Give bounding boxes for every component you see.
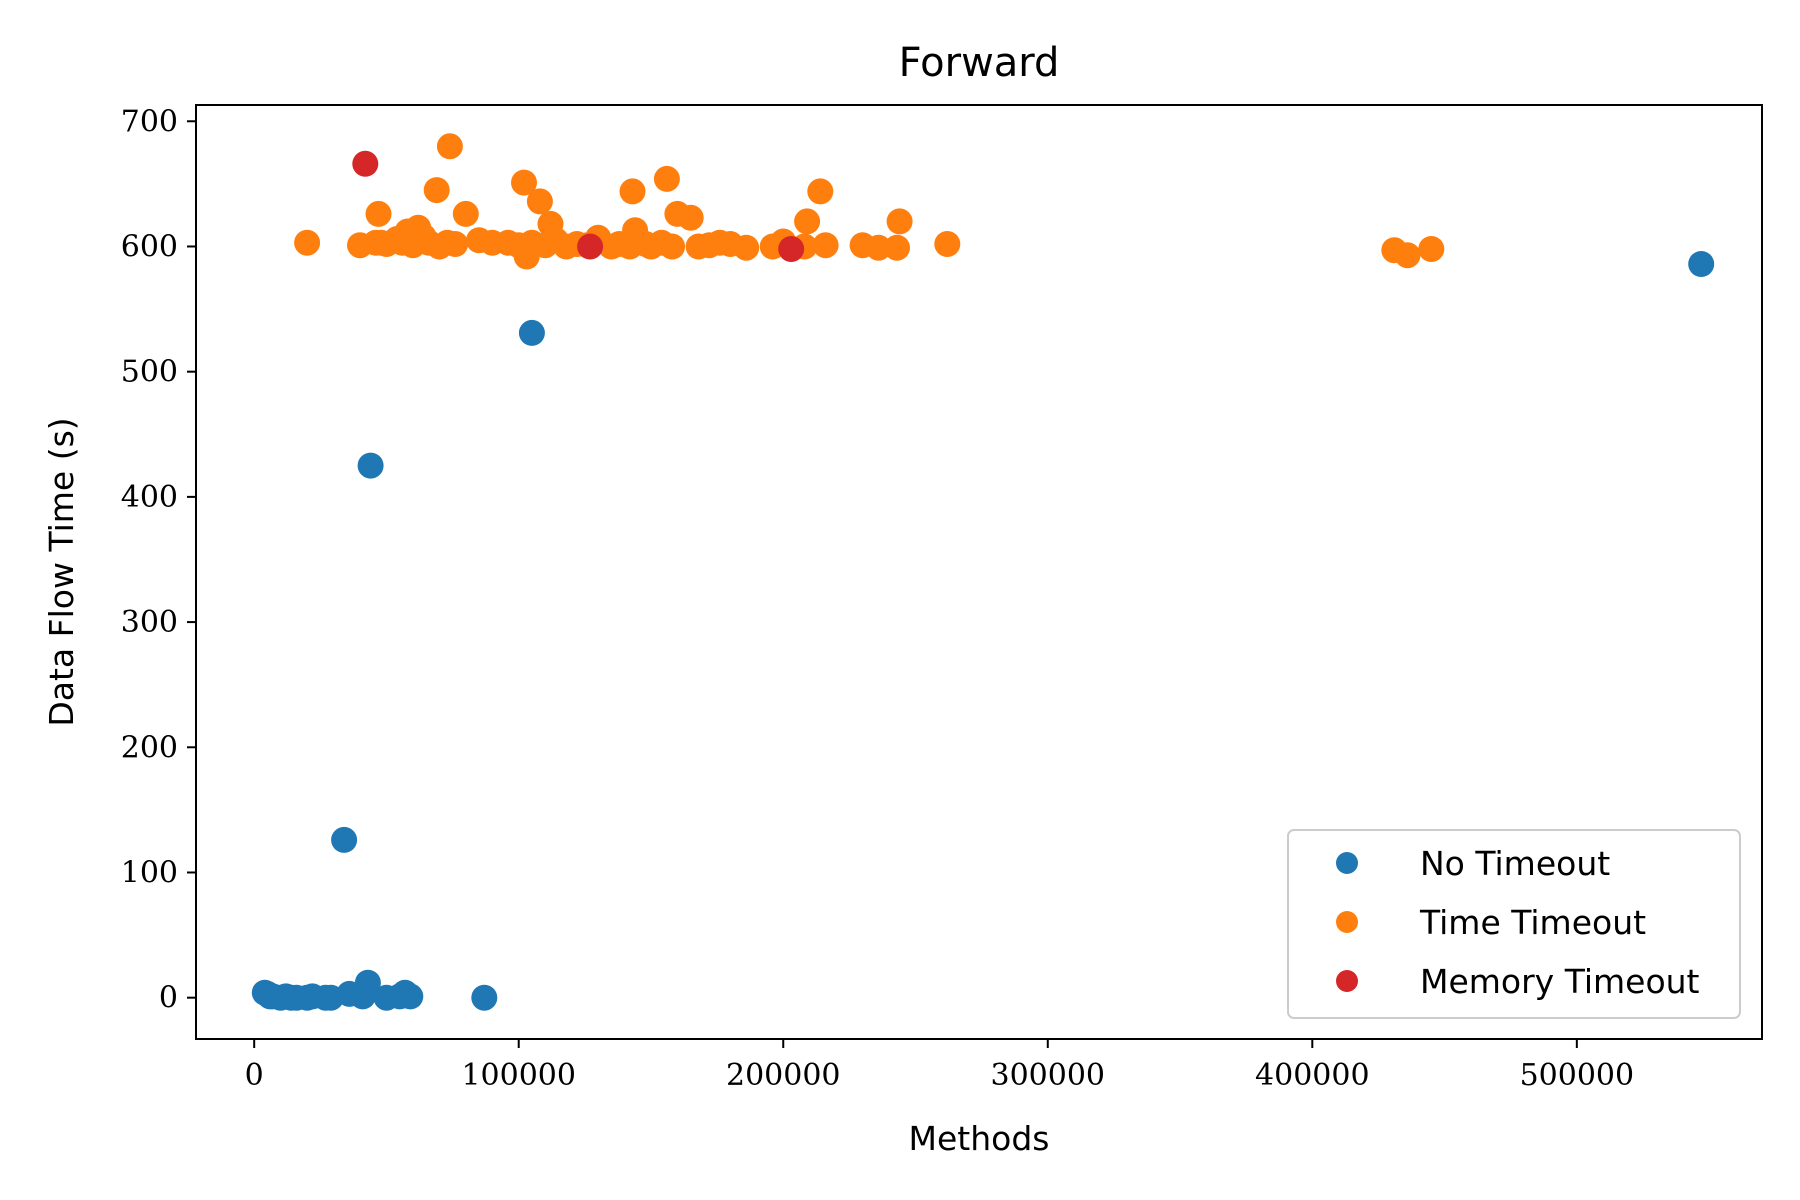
point-time-timeout — [1394, 242, 1421, 269]
point-time-timeout — [436, 133, 463, 160]
legend-box — [1287, 829, 1741, 1019]
point-time-timeout — [619, 178, 646, 205]
y-tick-label: 300 — [121, 605, 178, 640]
y-tick-label: 700 — [121, 104, 178, 139]
legend-label-time-timeout: Time Timeout — [1419, 903, 1646, 942]
legend-marker-time-timeout — [1336, 911, 1358, 933]
point-time-timeout — [733, 234, 760, 261]
series-no-timeout — [251, 251, 1715, 1011]
point-time-timeout — [886, 208, 913, 235]
point-no-timeout — [354, 969, 381, 996]
legend-marker-memory-timeout — [1336, 970, 1358, 992]
legend-marker-no-timeout — [1336, 852, 1358, 874]
x-tick-label: 300000 — [991, 1058, 1106, 1093]
point-no-timeout — [518, 319, 545, 346]
point-memory-timeout — [778, 236, 805, 262]
point-no-timeout — [357, 452, 384, 479]
legend-label-no-timeout: No Timeout — [1420, 844, 1610, 883]
point-time-timeout — [294, 229, 321, 256]
point-time-timeout — [511, 169, 537, 196]
point-time-timeout — [659, 233, 686, 260]
point-time-timeout — [812, 232, 839, 259]
y-tick-label: 600 — [121, 229, 178, 264]
y-tick-label: 200 — [121, 730, 178, 765]
point-time-timeout — [794, 208, 821, 235]
y-tick-label: 400 — [121, 480, 178, 515]
point-time-timeout — [653, 165, 680, 192]
point-no-timeout — [331, 826, 358, 853]
x-tick-label: 400000 — [1255, 1058, 1370, 1093]
point-memory-timeout — [577, 233, 604, 260]
point-time-timeout — [1418, 236, 1445, 262]
points-layer — [251, 133, 1715, 1011]
x-tick-label: 0 — [245, 1058, 264, 1093]
y-axis: 0 100 200 300 400 500 600 700 — [121, 104, 196, 1016]
x-tick-label: 200000 — [726, 1058, 841, 1093]
point-time-timeout — [423, 177, 450, 204]
point-time-timeout — [884, 234, 910, 261]
point-time-timeout — [865, 234, 892, 261]
y-tick-label: 100 — [121, 855, 178, 890]
point-time-timeout — [807, 178, 834, 205]
point-time-timeout — [365, 200, 392, 227]
series-memory-timeout — [352, 150, 805, 262]
y-tick-label: 0 — [159, 981, 178, 1016]
y-tick-label: 500 — [121, 355, 178, 390]
x-axis: 0 100000 200000 300000 400000 500000 — [245, 1039, 1634, 1093]
point-time-timeout — [442, 231, 469, 257]
x-tick-label: 500000 — [1520, 1058, 1635, 1093]
point-no-timeout — [471, 984, 498, 1011]
plot-frame — [195, 104, 1763, 1040]
point-time-timeout — [677, 204, 704, 231]
chart-title: Forward — [899, 40, 1060, 86]
point-time-timeout — [934, 231, 961, 257]
x-tick-label: 100000 — [461, 1058, 576, 1093]
point-no-timeout — [397, 983, 424, 1010]
y-axis-label: Data Flow Time (s) — [42, 417, 81, 726]
point-memory-timeout — [352, 150, 379, 177]
point-time-timeout — [452, 200, 479, 227]
point-time-timeout — [526, 188, 553, 215]
series-time-timeout — [294, 133, 1445, 270]
point-no-timeout — [1688, 251, 1715, 277]
legend: No Timeout Time Timeout Memory Timeout — [1287, 829, 1741, 1019]
x-axis-label: Methods — [909, 1119, 1050, 1158]
legend-label-memory-timeout: Memory Timeout — [1420, 962, 1700, 1001]
